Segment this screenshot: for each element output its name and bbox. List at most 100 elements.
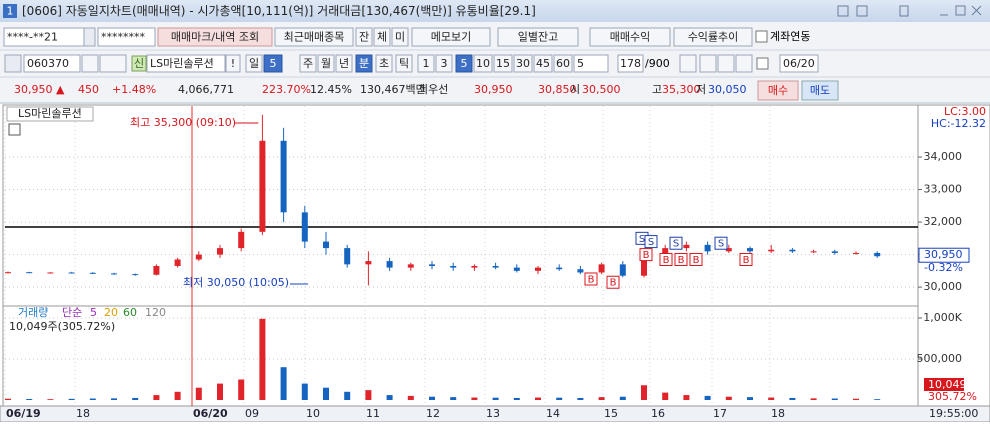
password-input[interactable] (97, 27, 156, 47)
period-button[interactable] (513, 54, 533, 73)
toolbar-button[interactable] (673, 27, 753, 47)
window-button[interactable] (899, 5, 909, 17)
candle-body (301, 212, 308, 242)
toolbar-button[interactable] (411, 27, 491, 47)
y-tick-label: 34,000 (924, 150, 963, 163)
tool-icon[interactable] (735, 54, 753, 73)
toolbar-button-label[interactable]: 최근매매종목 (284, 31, 345, 44)
candle-body (641, 254, 647, 276)
candle-body (874, 252, 881, 257)
period-button-label[interactable]: 분 (359, 57, 369, 70)
toolbar-button[interactable] (391, 27, 409, 47)
toolbar-button-label[interactable]: 매매수익 (610, 31, 650, 44)
bars-input-label[interactable]: 178 (620, 57, 641, 70)
candle-body (365, 261, 372, 265)
candle-body (853, 252, 859, 254)
toolbar-button[interactable] (157, 27, 273, 47)
period-button[interactable] (299, 54, 317, 73)
code-input[interactable] (23, 54, 81, 73)
menu-icon[interactable] (4, 54, 22, 73)
period-button-label[interactable]: 1 (423, 57, 430, 70)
close[interactable] (971, 5, 982, 16)
password-input-label[interactable]: ******** (101, 31, 146, 44)
period-button-label[interactable]: 3 (441, 57, 448, 70)
period-button[interactable] (455, 54, 473, 73)
period-button-label[interactable]: 월 (321, 57, 331, 70)
tool-icon[interactable] (717, 54, 735, 73)
sell-button-label[interactable]: 매도 (810, 84, 830, 97)
volume-bar (874, 399, 881, 400)
tool-icon[interactable] (679, 54, 697, 73)
toolbar-button-label[interactable]: 일별잔고 (518, 30, 558, 44)
toolbar-button[interactable] (497, 27, 579, 47)
window-button[interactable] (837, 5, 849, 17)
count-select[interactable] (573, 54, 609, 73)
period-button-label[interactable]: 45 (536, 57, 550, 70)
period-button[interactable] (533, 54, 553, 73)
buy-button-label[interactable]: 매수 (768, 84, 788, 97)
checkbox[interactable] (755, 30, 768, 43)
account-input-label[interactable]: ****-**21 (7, 31, 58, 44)
toolbar-button-label[interactable]: 매매마크/내역 조회 (171, 31, 259, 44)
date-input[interactable] (779, 54, 819, 73)
toolbar-button[interactable] (355, 27, 373, 47)
period-button-label[interactable]: 5 (270, 57, 277, 70)
period-button[interactable] (263, 54, 283, 73)
x-tick-label: 14 (546, 407, 560, 420)
period-button-label[interactable]: 60 (556, 57, 570, 70)
stock-name-label[interactable]: LS마린솔루션 (150, 57, 214, 70)
stock-name[interactable] (146, 54, 226, 73)
period-button[interactable] (417, 54, 435, 73)
badge[interactable] (131, 55, 147, 72)
period-button-label[interactable]: 30 (516, 57, 530, 70)
date-input-label[interactable]: 06/20 (783, 57, 815, 70)
search-icon[interactable] (81, 54, 99, 73)
candle-body (450, 265, 457, 268)
account-dropdown[interactable] (83, 27, 96, 47)
code-input-label[interactable]: 060370 (27, 57, 69, 70)
period-button[interactable] (435, 54, 453, 73)
toolbar-button-label[interactable]: 체 (377, 31, 387, 44)
quote-high-label: 고 (652, 83, 662, 96)
tool-icon[interactable] (699, 54, 717, 73)
toolbar-button-label[interactable]: 미 (395, 31, 405, 44)
toolbar-button-label[interactable]: 메모보기 (431, 31, 471, 44)
period-button-label[interactable]: 년 (339, 57, 349, 70)
period-button[interactable] (317, 54, 335, 73)
toolbar-button-label[interactable]: 수익률추이 (688, 31, 739, 44)
date-checkbox[interactable] (756, 57, 769, 70)
period-button-label[interactable]: 일 (249, 56, 259, 70)
period-button-label[interactable]: 주 (303, 57, 313, 70)
bars-input[interactable] (617, 54, 644, 73)
volume-bar (535, 397, 541, 400)
period-button[interactable] (375, 54, 393, 73)
maximize[interactable] (955, 5, 966, 16)
period-button[interactable] (335, 54, 353, 73)
period-button[interactable] (245, 54, 263, 73)
period-button[interactable] (355, 54, 373, 73)
period-button-label[interactable]: 5 (461, 57, 468, 70)
toolbar-button-label[interactable]: 잔 (359, 31, 369, 44)
period-button-label[interactable]: 틱 (399, 57, 409, 70)
toolbar-button[interactable] (373, 27, 391, 47)
window-button[interactable] (856, 5, 868, 17)
period-button-label[interactable]: 10 (476, 57, 490, 70)
toolbar-button[interactable] (274, 27, 354, 47)
trade-marker-label: B (693, 255, 700, 266)
period-button-label[interactable]: 15 (496, 57, 510, 70)
sound-icon[interactable] (99, 54, 127, 73)
candle-body (111, 273, 117, 275)
count-select-label[interactable]: 5 (577, 57, 584, 70)
candle-body (259, 140, 266, 232)
alert-button-label[interactable]: ! (231, 57, 235, 70)
period-button[interactable] (553, 54, 573, 73)
badge-label[interactable]: 신 (134, 57, 144, 70)
sell-button[interactable] (801, 80, 839, 101)
period-button[interactable] (493, 54, 513, 73)
period-button-label[interactable]: 초 (379, 57, 389, 70)
toolbar-button[interactable] (589, 27, 671, 47)
alert-button[interactable] (225, 54, 241, 73)
period-button[interactable] (395, 54, 413, 73)
buy-button[interactable] (757, 80, 799, 101)
period-button[interactable] (473, 54, 493, 73)
